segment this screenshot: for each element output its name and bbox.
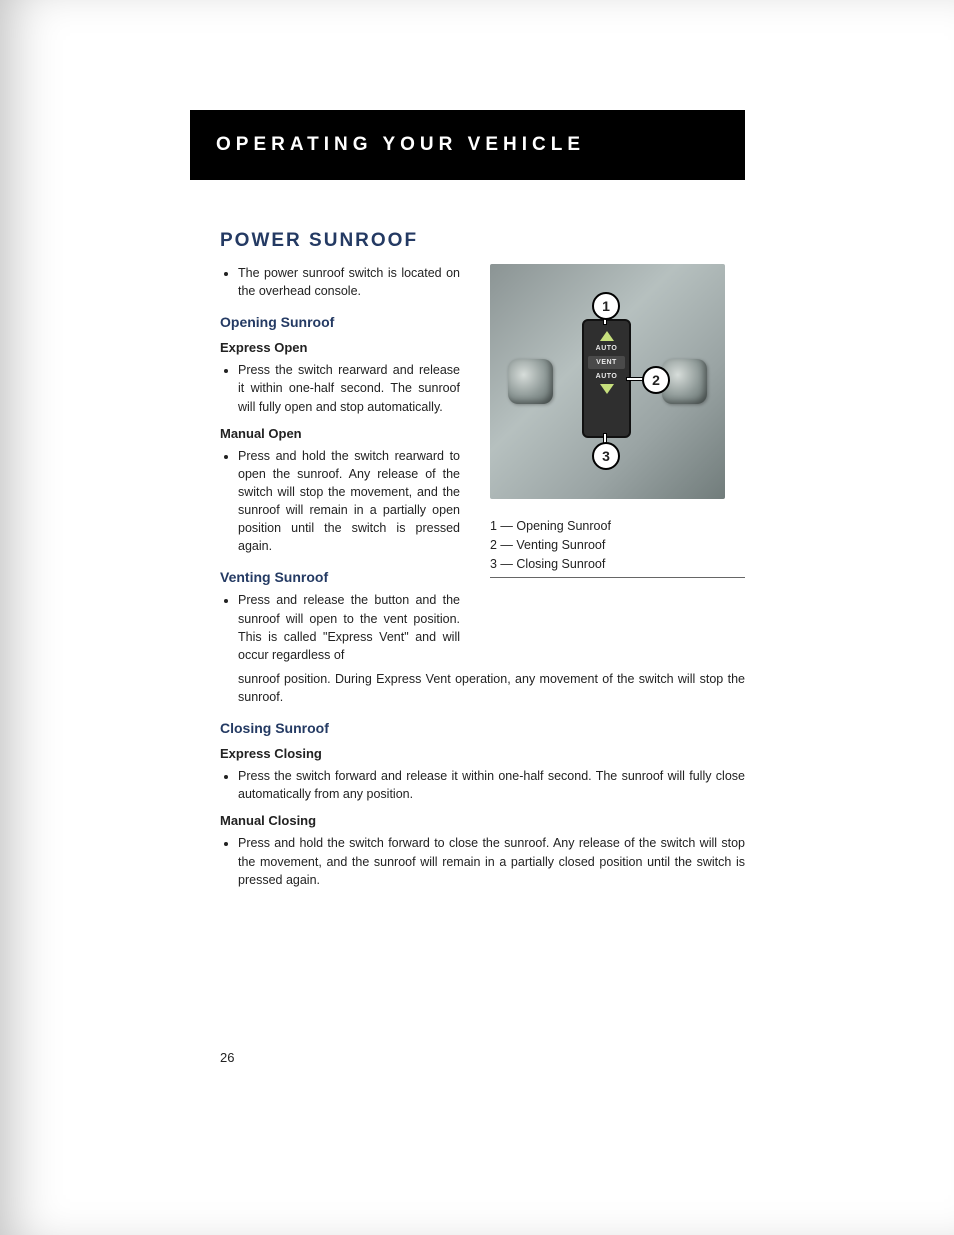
page-number: 26: [220, 1050, 234, 1065]
manual-close-label: Manual Closing: [220, 813, 745, 828]
section-title: POWER SUNROOF: [220, 230, 745, 252]
legend-item-1: 1 — Opening Sunroof: [490, 517, 745, 536]
closing-heading: Closing Sunroof: [220, 720, 745, 736]
manual-close-text: Press and hold the switch forward to clo…: [238, 834, 745, 888]
arrow-down-icon: [600, 384, 614, 394]
chapter-title: OPERATING YOUR VEHICLE: [216, 134, 585, 155]
express-close-label: Express Closing: [220, 746, 745, 761]
manual-open-label: Manual Open: [220, 426, 460, 441]
express-close-text: Press the switch forward and release it …: [238, 767, 745, 803]
callout-1: 1: [592, 292, 620, 320]
manual-open-text: Press and hold the switch rearward to op…: [238, 447, 460, 556]
venting-heading: Venting Sunroof: [220, 569, 460, 585]
dome-light-left: [508, 359, 553, 404]
sunroof-switch: AUTO VENT AUTO: [582, 319, 631, 438]
left-column: The power sunroof switch is located on t…: [190, 264, 460, 670]
switch-auto-bottom: AUTO: [584, 373, 629, 380]
switch-vent: VENT: [588, 356, 625, 369]
venting-text-narrow: Press and release the button and the sun…: [238, 591, 460, 664]
legend-item-3: 3 — Closing Sunroof: [490, 555, 745, 574]
express-open-text: Press the switch rearward and release it…: [238, 361, 460, 415]
right-column: AUTO VENT AUTO 1 2 3 1 — Opening Sunro: [490, 264, 745, 578]
manual-page: OPERATING YOUR VEHICLE POWER SUNROOF The…: [0, 0, 954, 1235]
arrow-up-icon: [600, 331, 614, 341]
sunroof-switch-figure: AUTO VENT AUTO 1 2 3: [490, 264, 725, 499]
callout-2: 2: [642, 366, 670, 394]
opening-heading: Opening Sunroof: [220, 314, 460, 330]
chapter-header: OPERATING YOUR VEHICLE: [190, 110, 745, 180]
figure-legend: 1 — Opening Sunroof 2 — Venting Sunroof …: [490, 517, 745, 578]
legend-item-2: 2 — Venting Sunroof: [490, 536, 745, 555]
switch-auto-top: AUTO: [584, 345, 629, 352]
callout-3: 3: [592, 442, 620, 470]
intro-bullet: The power sunroof switch is located on t…: [238, 264, 460, 300]
venting-text-wide: sunroof position. During Express Vent op…: [238, 670, 745, 706]
express-open-label: Express Open: [220, 340, 460, 355]
full-width-block: sunroof position. During Express Vent op…: [190, 670, 745, 889]
